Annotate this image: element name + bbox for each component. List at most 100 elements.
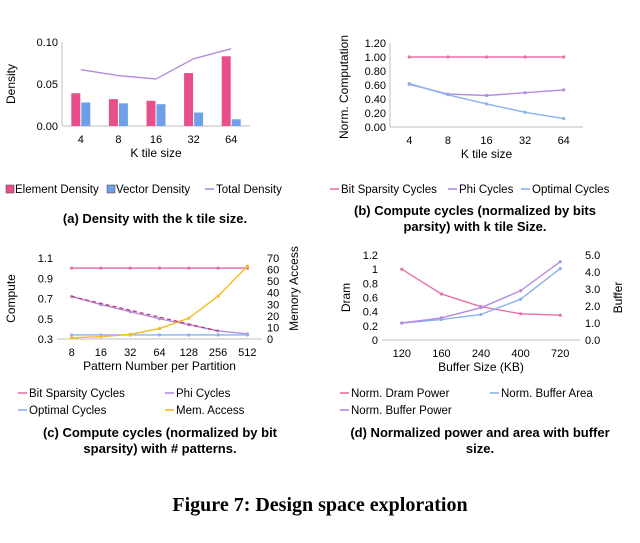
y-right-tick-label: 10 [267, 322, 279, 334]
phi-line-marker [128, 310, 132, 314]
bit-sparsity-line-marker [99, 266, 103, 270]
dram-power-line-marker [519, 312, 523, 316]
x-tick-label: 8 [115, 134, 121, 146]
legend-label: Norm. Buffer Area [501, 388, 593, 400]
buffer-area-line-marker [558, 267, 562, 271]
legend-label: Total Density [216, 184, 282, 196]
y-tick-label: 0.8 [363, 278, 378, 290]
phi-trend-line [71, 295, 219, 332]
x-tick-label: 64 [225, 134, 237, 146]
mem-access-line-marker [70, 336, 74, 340]
optimal-line-marker [484, 102, 489, 106]
buffer-power-line-marker [439, 316, 443, 320]
y-tick-label: 1.2 [363, 250, 378, 262]
y-right-axis-label: Memory Access [287, 246, 301, 331]
bit-sparsity-line-marker [128, 266, 132, 270]
y-tick-label: 0.6 [363, 293, 378, 305]
x-tick-label: 240 [472, 348, 490, 360]
chart-b: Norm. Computation 0.00 0.20 0.40 0.60 0.80 1.0… [330, 35, 610, 196]
optimal-line-marker [187, 333, 191, 337]
caption-b: (b) Compute cycles (normalized by bits p… [354, 203, 596, 234]
optimal-line-marker [523, 110, 527, 114]
element-density-bar [184, 73, 194, 126]
dram-power-line-marker [400, 267, 404, 271]
legend-swatch [5, 184, 15, 194]
y-tick-label: 1.1 [38, 253, 53, 265]
chart-d: Dram Buffer 0 0.2 0.4 0.6 0.8 1 1.2 0.0 1.0 2.0 3.0 4… [339, 250, 625, 417]
y-axis-label: Norm. Computation [337, 35, 351, 139]
y-tick-label: 0.40 [365, 94, 386, 106]
optimal-line-marker [157, 333, 162, 337]
optimal-line-marker [562, 117, 566, 121]
x-axis-label: K tile size [461, 147, 513, 161]
y-right-tick-label: 50 [267, 276, 279, 288]
x-tick-label: 64 [558, 135, 570, 147]
legend-swatch [106, 184, 116, 194]
mem-access-line-marker [187, 316, 191, 320]
caption-d: (d) Normalized power and area with buffe… [350, 425, 610, 456]
y-tick-label: 1 [372, 264, 378, 276]
x-axis-label: K tile size [130, 146, 182, 160]
y-right-tick-label: 70 [267, 253, 279, 265]
element-density-bar [108, 99, 118, 126]
legend-label: Vector Density [116, 184, 190, 196]
mem-access-line-marker [157, 326, 162, 331]
x-tick-label: 32 [124, 347, 136, 359]
phi-line-marker [157, 317, 162, 321]
buffer-power-line-marker [479, 306, 483, 310]
x-tick-label: 400 [511, 348, 529, 360]
optimal-line [409, 82, 564, 120]
x-tick-label: 32 [187, 134, 199, 146]
x-axis-label: Pattern Number per Partition [83, 359, 236, 373]
dram-power-line-marker [558, 313, 562, 317]
y-right-tick-label: 60 [267, 265, 279, 277]
element-density-bar [71, 93, 81, 126]
y-axis-label: Density [4, 64, 18, 104]
x-tick-label: 16 [95, 347, 107, 359]
total-density-line [80, 48, 232, 80]
bit-sparsity-line-marker [484, 55, 489, 59]
legend-label: Element Density [15, 184, 99, 196]
buffer-power-line-marker [400, 321, 404, 325]
x-tick-label: 512 [238, 347, 256, 359]
x-tick-label: 16 [150, 134, 162, 146]
legend-label: Bit Sparsity Cycles [341, 184, 437, 196]
x-tick-label: 8 [445, 135, 451, 147]
figure-caption: Figure 7: Design space exploration [172, 494, 468, 516]
y-right-axis-label: Buffer [611, 282, 625, 314]
x-tick-label: 4 [78, 134, 84, 146]
element-density-bar [146, 100, 156, 126]
caption-a: (a) Density with the k tile size. [62, 211, 248, 226]
y-right-tick-label: 1.0 [585, 318, 600, 330]
optimal-line-marker [216, 333, 220, 337]
y-tick-label: 0.00 [365, 122, 386, 134]
x-tick-label: 720 [551, 348, 569, 360]
vector-density-bar [156, 104, 166, 126]
x-tick-label: 160 [432, 348, 450, 360]
element-density-bar [221, 56, 231, 126]
legend-label: Bit Sparsity Cycles [29, 388, 125, 400]
y-tick-label: 0.9 [38, 273, 53, 285]
vector-density-bar [81, 102, 91, 126]
x-tick-label: 8 [69, 347, 75, 359]
chart-c: Compute Memory Access 0.3 0.5 0.7 0.9 1.1 01020… [4, 246, 301, 417]
y-tick-label: 0.60 [365, 80, 386, 92]
y-axis-label: Dram [339, 283, 353, 312]
legend-label: Phi Cycles [176, 388, 231, 400]
caption-c: (c) Compute cycles (normalized by bit sp… [42, 425, 278, 456]
bit-sparsity-line-marker [562, 55, 566, 59]
bit-sparsity-line-marker [70, 266, 74, 270]
vector-density-bar [194, 112, 204, 126]
x-axis-label: Buffer Size (KB) [438, 360, 524, 374]
y-right-tick-label: 0.0 [585, 335, 600, 347]
y-right-tick-label: 3.0 [585, 284, 600, 296]
y-tick-label: 0.05 [37, 79, 58, 91]
optimal-line-marker [446, 93, 450, 97]
bit-sparsity-line-marker [446, 55, 450, 59]
legend-label: Phi Cycles [459, 184, 514, 196]
legend-label: Norm. Buffer Power [351, 405, 452, 417]
bit-sparsity-line-marker [523, 55, 527, 59]
y-axis-label: Compute [4, 274, 18, 323]
buffer-power-line-marker [558, 260, 562, 264]
